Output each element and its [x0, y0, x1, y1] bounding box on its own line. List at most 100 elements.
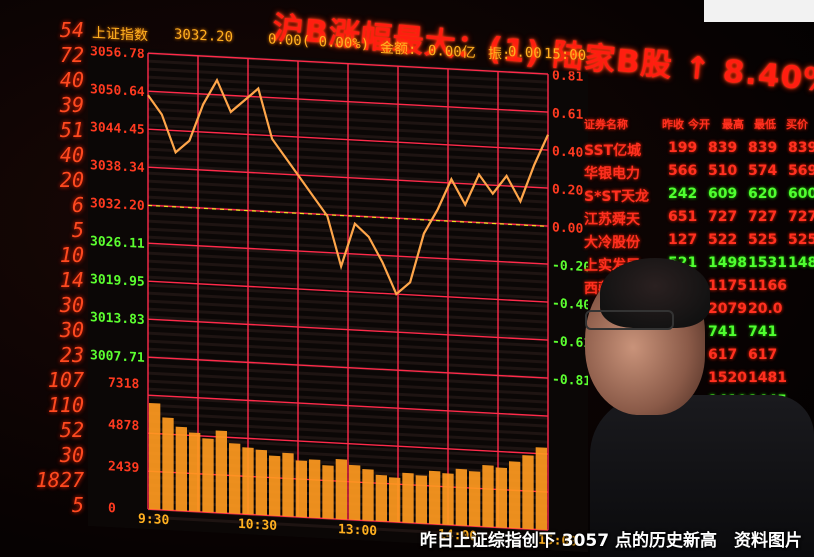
- table-cell-value: 741: [708, 324, 738, 340]
- volume-bar: [375, 474, 387, 522]
- pct-tick-label: 0.61: [552, 106, 583, 123]
- left-number: 5: [71, 493, 84, 517]
- price-tick-label: 3007.71: [90, 348, 145, 366]
- volume-bar: [495, 467, 507, 528]
- volume-bar: [255, 449, 268, 516]
- table-cell-value: 1531: [748, 255, 787, 271]
- baseline-dashed: [148, 204, 548, 227]
- photo-caption: 昨日上证综指创下 3057 点的历史新高 资料图片: [419, 531, 802, 551]
- left-number: 20: [59, 168, 84, 192]
- table-cell-name: 华银电力: [584, 166, 640, 182]
- grid-hline: [148, 470, 548, 493]
- amount-label: 金额:: [380, 40, 417, 59]
- table-cell-value: 609: [708, 186, 738, 202]
- table-cell-value: 651: [668, 209, 698, 225]
- current-value: 3032.20: [174, 26, 234, 46]
- volume-bar: [149, 402, 161, 510]
- table-cell-value: 727: [748, 209, 778, 225]
- time-tick-label: 14:00: [438, 527, 477, 544]
- pct-tick-label: 0.81: [552, 68, 583, 85]
- volume-bar: [389, 477, 401, 523]
- person-body: [590, 395, 814, 557]
- person-hair: [600, 258, 710, 328]
- intraday-chart: 3056.78 3050.64 3044.45 3038.34 3032.20 3026.…: [88, 46, 588, 553]
- pct-tick-label: -0.20: [552, 258, 588, 275]
- left-number: 52: [59, 418, 84, 442]
- table-header-cell: 最低: [754, 118, 776, 131]
- price-tick-label: 3013.83: [90, 310, 145, 328]
- volume-bar: [469, 471, 481, 527]
- table-cell-name: S*ST天龙: [584, 189, 650, 205]
- volume-bar: [282, 452, 294, 517]
- table-cell-value: 522: [708, 232, 738, 248]
- pct-tick-label: 0.40: [552, 144, 583, 161]
- volume-bar: [215, 430, 227, 514]
- table-cell-value: 839: [708, 140, 738, 156]
- volume-bar: [509, 461, 521, 529]
- table-cell-value: 727: [788, 209, 814, 225]
- amount-value: 0.00亿: [428, 42, 476, 62]
- table-cell-value: 727: [708, 209, 738, 225]
- table-header-cell: 最高: [722, 118, 744, 131]
- left-number: 110: [47, 393, 84, 417]
- glasses: [585, 310, 674, 330]
- table-cell-value: 600: [788, 186, 814, 202]
- table-cell-value: 20.0: [748, 301, 783, 317]
- left-number: 107: [47, 368, 84, 392]
- grid-hline: [148, 356, 548, 379]
- price-line: [147, 77, 550, 296]
- pct-tick-label: 0.00: [552, 220, 583, 237]
- table-cell-value: 617: [708, 347, 738, 363]
- table-cell-value: 525: [788, 232, 814, 248]
- stock-chart-board: 上证指数 3032.20 0.00( 0.00%) 金额: 0.00亿 振: 0…: [88, 16, 588, 557]
- price-tick-label: 3032.20: [90, 196, 145, 214]
- table-cell-value: 1498: [708, 255, 747, 271]
- table-cell-value: 741: [748, 324, 778, 340]
- volume-bar: [202, 438, 214, 513]
- index-name: 上证指数: [92, 25, 148, 45]
- table-cell-name: 大冷股份: [584, 235, 640, 251]
- pct-tick-label: 0.20: [552, 182, 583, 199]
- left-number: 10: [59, 243, 84, 267]
- volume-bar: [415, 475, 427, 524]
- grid-hline: [148, 280, 548, 303]
- table-cell-name: 江苏舜天: [584, 212, 640, 228]
- volume-tick-label: 7318: [108, 376, 139, 393]
- volume-bar: [442, 473, 454, 526]
- left-number: 1827: [35, 468, 84, 492]
- left-number: 23: [59, 343, 84, 367]
- table-cell-value: 574: [748, 163, 778, 179]
- led-row: [148, 515, 548, 540]
- volume-bar: [402, 472, 414, 524]
- left-number: 40: [59, 68, 84, 92]
- table-cell-value: 839: [788, 140, 814, 156]
- table-header-cell: 买价: [786, 118, 808, 131]
- grid-hline: [148, 52, 548, 75]
- volume-tick-label: 2439: [108, 459, 139, 476]
- table-cell-value: 620: [748, 186, 778, 202]
- table-cell-value: 127: [668, 232, 698, 248]
- volume-bar: [482, 464, 494, 528]
- table-header-cell: 证券名称: [584, 118, 628, 131]
- volume-bar: [162, 417, 174, 511]
- table-cell-value: 1481: [748, 370, 787, 386]
- price-tick-label: 3056.78: [90, 46, 145, 62]
- table-cell-value: 1520: [708, 370, 747, 386]
- left-number: 51: [59, 118, 84, 142]
- left-number-column: 54 72 40 39 51 40 20 6 5 10 14 30 30 23 107 110 52 30 1827…: [14, 18, 84, 538]
- volume-tick-label: 4878: [108, 417, 139, 434]
- time-value: 15:00: [544, 45, 587, 65]
- price-tick-label: 3026.11: [90, 234, 145, 252]
- table-cell-value: 242: [668, 186, 698, 202]
- table-cell-value: 1166: [748, 278, 787, 294]
- volume-bar: [349, 464, 361, 521]
- grid-hline: [148, 166, 548, 189]
- time-tick-label: 9:30: [138, 512, 169, 529]
- price-tick-label: 3044.45: [90, 120, 145, 138]
- price-tick-label: 3038.34: [90, 158, 145, 176]
- grid-hline: [148, 128, 548, 151]
- volume-bar: [189, 432, 201, 512]
- volume-bar: [535, 447, 547, 531]
- left-number: 72: [59, 43, 84, 67]
